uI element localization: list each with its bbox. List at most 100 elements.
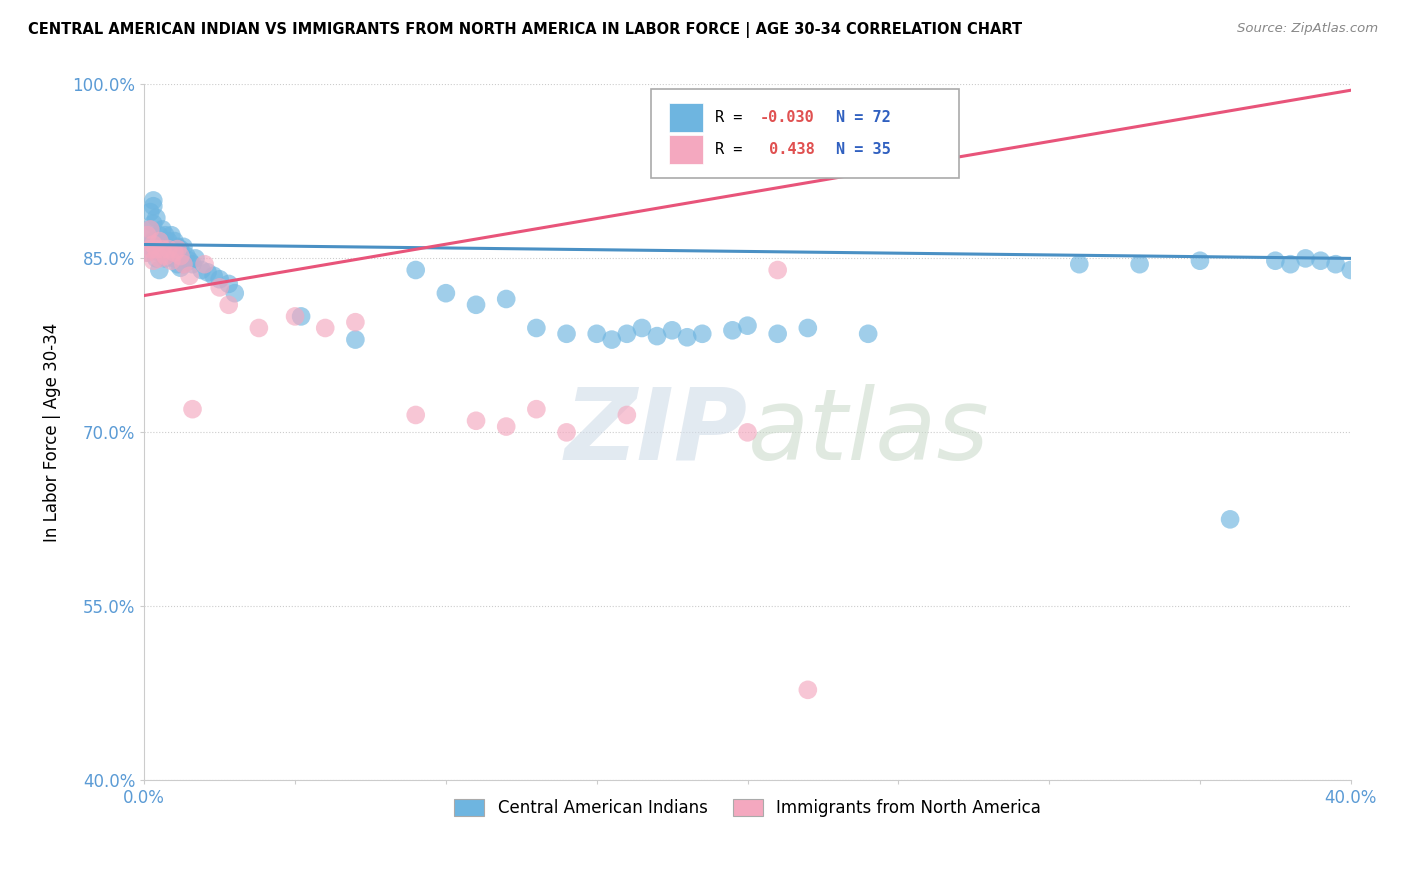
Point	[284, 310, 307, 324]
Point	[145, 234, 167, 248]
Point	[405, 408, 427, 422]
Text: atlas: atlas	[748, 384, 990, 481]
Point	[1279, 257, 1302, 271]
Point	[157, 234, 180, 248]
Point	[160, 245, 183, 260]
Point	[616, 326, 638, 341]
Point	[524, 321, 547, 335]
Point	[163, 234, 186, 248]
Point	[148, 263, 170, 277]
Point	[142, 199, 165, 213]
Point	[405, 263, 427, 277]
Point	[139, 222, 162, 236]
Point	[142, 237, 165, 252]
Point	[160, 253, 183, 268]
FancyBboxPatch shape	[651, 89, 959, 178]
Point	[1340, 263, 1362, 277]
Point	[218, 277, 240, 291]
Point	[142, 217, 165, 231]
Text: R =: R =	[714, 110, 751, 125]
Point	[179, 253, 201, 268]
Point	[179, 268, 201, 283]
Point	[139, 205, 162, 219]
Point	[344, 315, 367, 329]
Point	[181, 257, 204, 271]
Point	[139, 240, 162, 254]
Point	[202, 268, 225, 283]
Point	[314, 321, 336, 335]
Point	[169, 249, 191, 263]
Point	[690, 326, 713, 341]
Point	[224, 286, 246, 301]
Point	[737, 318, 759, 333]
Point	[163, 245, 186, 260]
Text: ZIP: ZIP	[564, 384, 748, 481]
Point	[157, 242, 180, 256]
Point	[856, 326, 879, 341]
Point	[155, 252, 177, 266]
Point	[155, 249, 177, 263]
Point	[145, 211, 167, 225]
Point	[169, 242, 191, 256]
Point	[157, 245, 180, 260]
Point	[1264, 253, 1286, 268]
Point	[616, 408, 638, 422]
Point	[184, 252, 207, 266]
Point	[661, 323, 683, 337]
Point	[150, 240, 173, 254]
Point	[495, 292, 517, 306]
Text: R =: R =	[714, 143, 751, 157]
Point	[194, 257, 217, 271]
Point	[160, 228, 183, 243]
Legend: Central American Indians, Immigrants from North America: Central American Indians, Immigrants fro…	[447, 793, 1047, 824]
Text: -0.030: -0.030	[759, 110, 814, 125]
Point	[600, 333, 623, 347]
Point	[197, 265, 219, 279]
Point	[555, 425, 578, 440]
Point	[176, 249, 198, 263]
Point	[631, 321, 654, 335]
Bar	[669, 103, 703, 132]
Text: Source: ZipAtlas.com: Source: ZipAtlas.com	[1237, 22, 1378, 36]
Point	[208, 280, 231, 294]
Point	[139, 222, 162, 236]
Point	[1324, 257, 1347, 271]
Point	[434, 286, 457, 301]
Point	[218, 298, 240, 312]
Point	[1219, 512, 1241, 526]
Point	[142, 253, 165, 268]
Point	[1188, 253, 1211, 268]
Bar	[669, 136, 703, 164]
Point	[208, 272, 231, 286]
Point	[136, 245, 159, 260]
Point	[645, 329, 668, 343]
Point	[163, 252, 186, 266]
Point	[172, 240, 194, 254]
Point	[1295, 252, 1317, 266]
Point	[142, 194, 165, 208]
Point	[166, 242, 188, 256]
Point	[465, 414, 488, 428]
Point	[145, 252, 167, 266]
Point	[465, 298, 488, 312]
Text: CENTRAL AMERICAN INDIAN VS IMMIGRANTS FROM NORTH AMERICA IN LABOR FORCE | AGE 30: CENTRAL AMERICAN INDIAN VS IMMIGRANTS FR…	[28, 22, 1022, 38]
Point	[247, 321, 270, 335]
Point	[142, 234, 165, 248]
Point	[145, 242, 167, 256]
Point	[797, 321, 820, 335]
Point	[155, 228, 177, 243]
Point	[585, 326, 607, 341]
Point	[136, 228, 159, 243]
Point	[150, 222, 173, 236]
Point	[136, 245, 159, 260]
Y-axis label: In Labor Force | Age 30-34: In Labor Force | Age 30-34	[44, 323, 60, 542]
Point	[148, 234, 170, 248]
Point	[181, 402, 204, 417]
Point	[166, 257, 188, 271]
Point	[495, 419, 517, 434]
Point	[148, 228, 170, 243]
Text: N = 35: N = 35	[835, 143, 890, 157]
Text: 0.438: 0.438	[759, 143, 814, 157]
Point	[555, 326, 578, 341]
Point	[797, 682, 820, 697]
